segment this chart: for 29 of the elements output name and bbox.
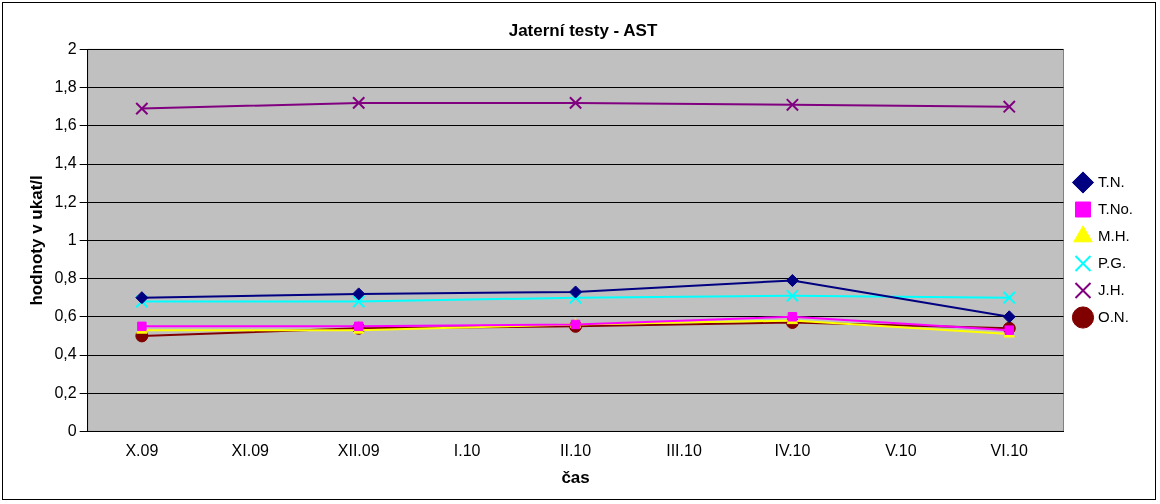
chart-title: Jaterní testy - AST xyxy=(508,20,658,40)
y-tick-label: 1 xyxy=(67,230,77,248)
y-tick-label: 0,2 xyxy=(54,383,77,401)
x-tick-label: I.10 xyxy=(453,442,481,460)
y-tick-label: 0,8 xyxy=(54,269,77,287)
x-axis-title: čas xyxy=(561,468,590,488)
y-axis-title: hodnoty v ukat/l xyxy=(26,175,46,306)
legend-label: M.H. xyxy=(1097,226,1130,244)
legend-label: O.N. xyxy=(1097,307,1129,325)
x-tick-label: V.10 xyxy=(885,442,917,460)
legend-label: P.G. xyxy=(1097,253,1127,271)
x-tick-label: VI.10 xyxy=(990,442,1029,460)
y-tick-label: 0 xyxy=(67,421,77,439)
y-tick-label: 1,8 xyxy=(54,78,77,96)
x-tick-label: XI.09 xyxy=(231,442,270,460)
y-tick-label: 1,2 xyxy=(54,192,77,210)
y-tick-label: 2 xyxy=(67,39,77,57)
x-tick-label: IV.10 xyxy=(774,442,811,460)
y-tick-label: 1,6 xyxy=(54,116,77,134)
x-tick-label: X.09 xyxy=(125,442,159,460)
x-tick-label: III.10 xyxy=(666,442,702,460)
y-tick-label: 1,4 xyxy=(54,154,77,172)
y-tick-label: 0,4 xyxy=(54,345,77,363)
x-tick-label: XII.09 xyxy=(337,442,380,460)
legend-label: J.H. xyxy=(1097,280,1125,298)
legend-label: T.No. xyxy=(1097,199,1134,217)
x-tick-label: II.10 xyxy=(560,442,592,460)
y-tick-label: 0,6 xyxy=(54,307,77,325)
legend-label: T.N. xyxy=(1097,172,1125,190)
